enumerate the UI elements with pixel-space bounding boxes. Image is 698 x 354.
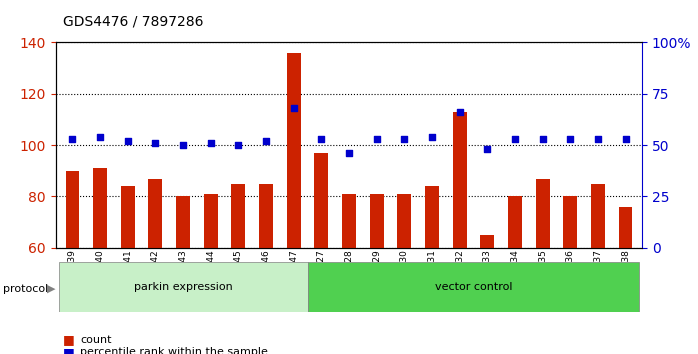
- FancyBboxPatch shape: [308, 262, 639, 312]
- Point: [593, 136, 604, 142]
- Bar: [287, 53, 301, 248]
- Bar: [480, 235, 494, 248]
- Point: [94, 134, 105, 140]
- Bar: [176, 196, 190, 248]
- Text: percentile rank within the sample: percentile rank within the sample: [80, 347, 268, 354]
- Point: [343, 150, 355, 156]
- Point: [537, 136, 548, 142]
- Point: [482, 147, 493, 152]
- Point: [426, 134, 438, 140]
- Bar: [149, 178, 163, 248]
- Text: protocol: protocol: [3, 284, 49, 293]
- Point: [371, 136, 383, 142]
- Point: [399, 136, 410, 142]
- Text: ▶: ▶: [47, 284, 56, 293]
- Bar: [618, 207, 632, 248]
- Bar: [259, 184, 273, 248]
- Bar: [370, 194, 384, 248]
- Point: [288, 105, 299, 111]
- Point: [510, 136, 521, 142]
- Bar: [453, 112, 466, 248]
- Bar: [204, 194, 218, 248]
- Text: count: count: [80, 335, 112, 345]
- Bar: [93, 168, 107, 248]
- FancyBboxPatch shape: [59, 262, 308, 312]
- Bar: [591, 184, 605, 248]
- Bar: [342, 194, 356, 248]
- Point: [67, 136, 78, 142]
- Text: ■: ■: [63, 333, 75, 346]
- Text: GDS4476 / 7897286: GDS4476 / 7897286: [63, 14, 203, 28]
- Bar: [425, 186, 439, 248]
- Text: vector control: vector control: [435, 282, 512, 292]
- Bar: [121, 186, 135, 248]
- Point: [620, 136, 631, 142]
- Point: [150, 140, 161, 146]
- Point: [454, 109, 465, 115]
- Point: [565, 136, 576, 142]
- Point: [177, 142, 188, 148]
- Bar: [314, 153, 328, 248]
- Point: [260, 138, 272, 144]
- Bar: [563, 196, 577, 248]
- Bar: [232, 184, 245, 248]
- Point: [205, 140, 216, 146]
- Point: [233, 142, 244, 148]
- Bar: [535, 178, 549, 248]
- Text: parkin expression: parkin expression: [134, 282, 232, 292]
- Point: [122, 138, 133, 144]
- Bar: [66, 171, 80, 248]
- Point: [315, 136, 327, 142]
- Bar: [397, 194, 411, 248]
- Text: ■: ■: [63, 346, 75, 354]
- Bar: [508, 196, 522, 248]
